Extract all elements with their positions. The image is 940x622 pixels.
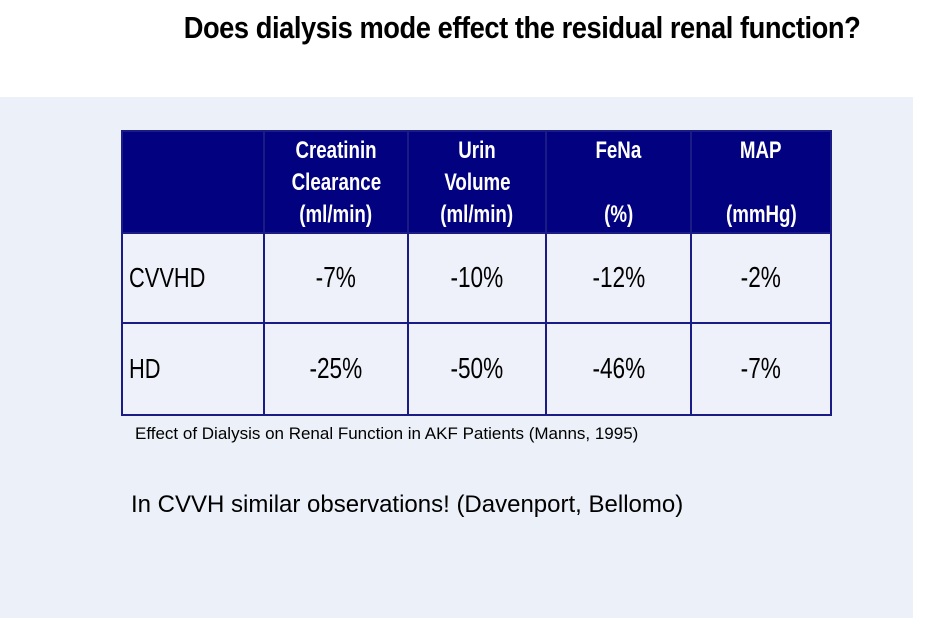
header-line: MAP (740, 137, 782, 164)
table-cell: -2% (690, 232, 832, 324)
content-panel: Creatinin Clearance (ml/min) Urin Volume… (0, 97, 913, 618)
table-caption: Effect of Dialysis on Renal Function in … (135, 424, 639, 443)
column-header-urin-volume: Urin Volume (ml/min) (407, 130, 547, 234)
column-header-creatinin-clearance: Creatinin Clearance (ml/min) (263, 130, 409, 234)
header-line: Urin (458, 137, 496, 164)
table-cell: -7% (690, 322, 832, 416)
header-line: Clearance (291, 169, 381, 196)
row-label-hd: HD (121, 322, 265, 416)
table-cell: -12% (545, 232, 692, 324)
table-row-cvvhd: CVVHD -7% -10% -12% -2% (121, 232, 832, 324)
table-cell: -50% (407, 322, 547, 416)
header-line: Creatinin (295, 137, 377, 164)
corner-cell (121, 130, 265, 234)
column-header-map: MAP (mmHg) (690, 130, 832, 234)
table-row-hd: HD -25% -50% -46% -7% (121, 322, 832, 416)
dialysis-effect-table: Creatinin Clearance (ml/min) Urin Volume… (121, 130, 832, 416)
note-text: In CVVH similar observations! (Davenport… (131, 491, 684, 518)
row-label-cvvhd: CVVHD (121, 232, 265, 324)
slide-title: Does dialysis mode effect the residual r… (183, 10, 861, 45)
column-header-fena: FeNa (%) (545, 130, 692, 234)
table-cell: -46% (545, 322, 692, 416)
table-cell: -25% (263, 322, 409, 416)
header-line: FeNa (595, 137, 642, 164)
table-cell: -10% (407, 232, 547, 324)
header-line: (ml/min) (299, 201, 373, 228)
header-line: (mmHg) (725, 201, 797, 228)
table-cell: -7% (263, 232, 409, 324)
header-line: (ml/min) (440, 201, 514, 228)
header-line: (%) (603, 201, 634, 228)
table-header-row: Creatinin Clearance (ml/min) Urin Volume… (121, 130, 832, 234)
header-line: Volume (443, 169, 511, 196)
